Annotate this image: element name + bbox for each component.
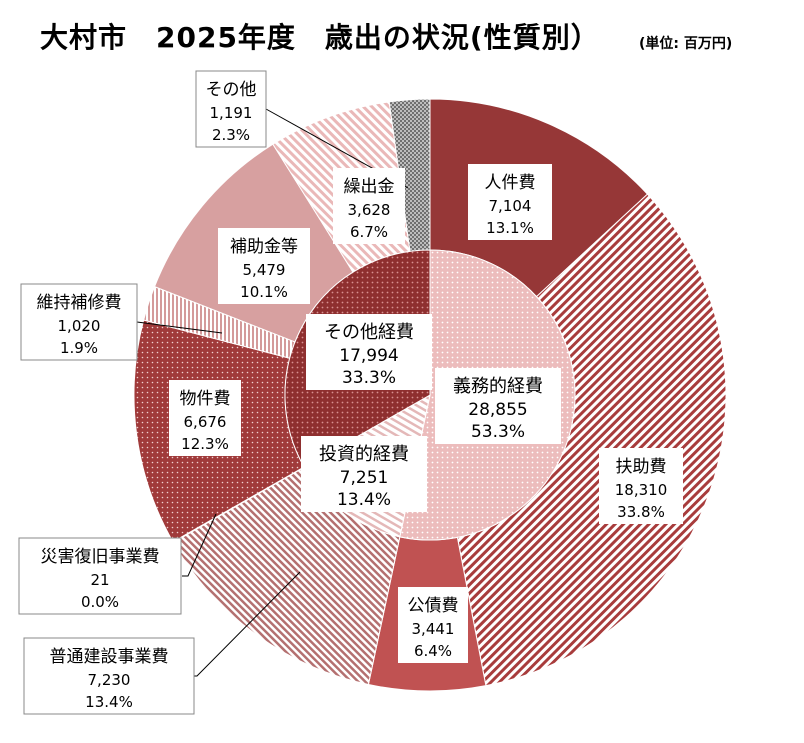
- outer-label-value-0: 7,104: [489, 197, 532, 215]
- outer-label-box-3: [23, 637, 195, 715]
- outer-label-value-6: 1,020: [58, 317, 101, 335]
- outer-label-value-4: 21: [90, 571, 109, 589]
- leader-line-4: [182, 513, 217, 577]
- outer-label-name-7: 補助金等: [230, 237, 298, 257]
- outer-label-pct-6: 1.9%: [60, 339, 98, 357]
- outer-label-box-4: [18, 537, 182, 615]
- inner-label-pct-2: 33.3%: [342, 368, 396, 388]
- inner-label-pct-0: 53.3%: [471, 422, 525, 442]
- outer-label-box-7: [218, 228, 310, 304]
- outer-label-pct-8: 6.7%: [350, 223, 388, 241]
- outer-label-name-1: 扶助費: [616, 457, 667, 477]
- inner-label-box-0: [435, 368, 561, 444]
- outer-label-name-6: 維持補修費: [37, 293, 122, 313]
- chart-title: 大村市 2025年度 歳出の状況(性質別）: [40, 21, 600, 54]
- outer-label-name-4: 災害復旧事業費: [41, 547, 160, 567]
- outer-label-value-8: 3,628: [348, 201, 391, 219]
- outer-label-box-2: [398, 587, 468, 663]
- outer-label-pct-2: 6.4%: [414, 642, 452, 660]
- outer-label-value-1: 18,310: [615, 481, 668, 499]
- outer-label-box-5: [169, 380, 241, 456]
- outer-label-pct-9: 2.3%: [212, 126, 250, 144]
- inner-label-pct-1: 13.4%: [337, 490, 391, 510]
- outer-label-pct-3: 13.4%: [85, 693, 133, 711]
- outer-label-name-8: 繰出金: [344, 177, 395, 197]
- inner-label-value-2: 17,994: [339, 346, 398, 366]
- chart-unit-label: (単位: 百万円): [639, 36, 733, 52]
- data-labels: 人件費 7,104 13.1% 扶助費 18,310 33.8% 公債費 3,441 6.4% 普…: [18, 70, 683, 715]
- outer-label-pct-0: 13.1%: [486, 219, 534, 237]
- outer-label-value-7: 5,479: [243, 261, 286, 279]
- outer-label-box-9: [195, 70, 267, 148]
- outer-label-value-5: 6,676: [184, 413, 227, 431]
- outer-label-name-3: 普通建設事業費: [50, 647, 169, 667]
- outer-label-value-2: 3,441: [412, 620, 455, 638]
- outer-label-name-9: その他: [206, 80, 257, 100]
- inner-label-name-2: その他経費: [324, 322, 414, 343]
- outer-label-box-8: [333, 168, 405, 244]
- outer-label-name-0: 人件費: [485, 173, 536, 193]
- inner-label-box-1: [301, 436, 427, 512]
- inner-label-box-2: [306, 314, 432, 390]
- leader-line-6: [136, 321, 223, 334]
- outer-label-box-6: [20, 283, 138, 361]
- outer-label-pct-5: 12.3%: [181, 435, 229, 453]
- outer-label-pct-4: 0.0%: [81, 593, 119, 611]
- outer-label-value-9: 1,191: [210, 104, 253, 122]
- inner-label-name-1: 投資的経費: [319, 444, 409, 465]
- inner-label-value-1: 7,251: [340, 468, 389, 488]
- outer-label-name-2: 公債費: [408, 596, 459, 616]
- outer-label-box-1: [599, 448, 683, 524]
- inner-label-value-0: 28,855: [468, 400, 527, 420]
- outer-label-pct-7: 10.1%: [240, 283, 288, 301]
- outer-label-value-3: 7,230: [88, 671, 131, 689]
- outer-label-pct-1: 33.8%: [617, 503, 665, 521]
- inner-label-name-0: 義務的経費: [453, 376, 543, 397]
- outer-label-box-0: [468, 164, 552, 240]
- outer-label-name-5: 物件費: [180, 389, 231, 409]
